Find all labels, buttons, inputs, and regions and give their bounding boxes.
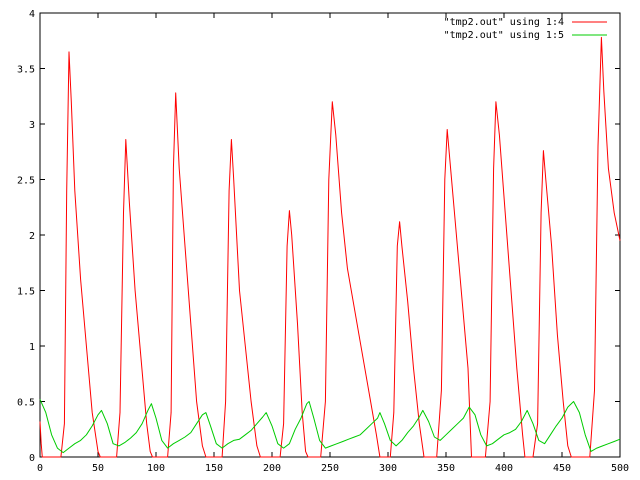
- x-tick-label: 350: [437, 463, 455, 474]
- x-tick-label: 400: [495, 463, 513, 474]
- x-tick-label: 200: [263, 463, 281, 474]
- y-tick-label: 3.5: [17, 65, 35, 76]
- x-tick-label: 100: [147, 463, 165, 474]
- y-tick-label: 2: [29, 231, 35, 242]
- y-tick-label: 2.5: [17, 176, 35, 187]
- legend-label-2: "tmp2.out" using 1:5: [444, 30, 564, 41]
- x-tick-label: 250: [321, 463, 339, 474]
- x-tick-label: 0: [37, 463, 43, 474]
- x-tick-label: 450: [553, 463, 571, 474]
- y-tick-label: 0: [29, 453, 35, 464]
- x-tick-label: 500: [611, 463, 629, 474]
- x-tick-label: 50: [92, 463, 104, 474]
- series-layer: [39, 36, 621, 458]
- x-tick-label: 300: [379, 463, 397, 474]
- y-tick-label: 1: [29, 342, 35, 353]
- series-line-2: [39, 399, 621, 454]
- plot-border: [39, 12, 621, 458]
- y-tick-label: 4: [29, 9, 35, 20]
- series-line-1: [39, 36, 621, 458]
- axis-ticks: 0 50 100 150 200 250 300 350 400 450 500 0 0.5 1 1.5 2 2…: [17, 9, 629, 474]
- y-tick-label: 3: [29, 120, 35, 131]
- legend: "tmp2.out" using 1:4 "tmp2.out" using 1:5: [444, 17, 607, 41]
- y-tick-label: 0.5: [17, 398, 35, 409]
- legend-label-1: "tmp2.out" using 1:4: [444, 17, 564, 28]
- x-tick-label: 150: [205, 463, 223, 474]
- y-tick-label: 1.5: [17, 287, 35, 298]
